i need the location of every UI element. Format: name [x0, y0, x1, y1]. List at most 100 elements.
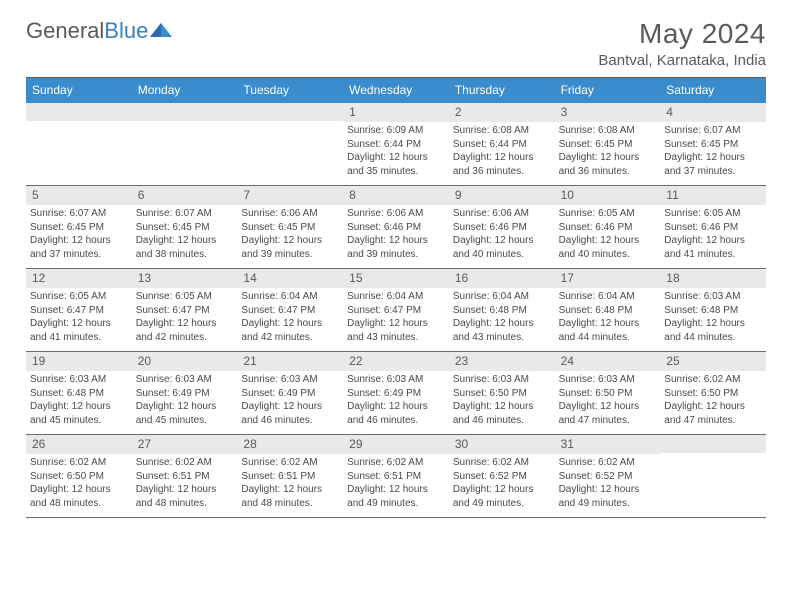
logo-triangle-icon	[150, 23, 172, 39]
sunset-text: Sunset: 6:50 PM	[664, 387, 762, 401]
logo-word1: General	[26, 18, 104, 43]
calendar-cell: 5Sunrise: 6:07 AMSunset: 6:45 PMDaylight…	[26, 186, 132, 268]
sunrise-text: Sunrise: 6:03 AM	[664, 290, 762, 304]
calendar-week: 12Sunrise: 6:05 AMSunset: 6:47 PMDayligh…	[26, 269, 766, 352]
sunrise-text: Sunrise: 6:05 AM	[136, 290, 234, 304]
day-number: 10	[555, 186, 661, 205]
day-header: Monday	[132, 78, 238, 103]
daylight-text: Daylight: 12 hours and 47 minutes.	[664, 400, 762, 427]
daylight-text: Daylight: 12 hours and 41 minutes.	[664, 234, 762, 261]
day-info: Sunrise: 6:08 AMSunset: 6:45 PMDaylight:…	[559, 124, 657, 178]
daylight-text: Daylight: 12 hours and 47 minutes.	[559, 400, 657, 427]
day-info: Sunrise: 6:03 AMSunset: 6:48 PMDaylight:…	[30, 373, 128, 427]
calendar-cell: 8Sunrise: 6:06 AMSunset: 6:46 PMDaylight…	[343, 186, 449, 268]
daylight-text: Daylight: 12 hours and 44 minutes.	[664, 317, 762, 344]
day-number: 20	[132, 352, 238, 371]
day-info: Sunrise: 6:05 AMSunset: 6:47 PMDaylight:…	[30, 290, 128, 344]
daylight-text: Daylight: 12 hours and 49 minutes.	[453, 483, 551, 510]
sunrise-text: Sunrise: 6:03 AM	[30, 373, 128, 387]
sunset-text: Sunset: 6:45 PM	[136, 221, 234, 235]
calendar-cell	[132, 103, 238, 185]
sunset-text: Sunset: 6:48 PM	[453, 304, 551, 318]
day-number: 24	[555, 352, 661, 371]
day-info: Sunrise: 6:03 AMSunset: 6:50 PMDaylight:…	[453, 373, 551, 427]
calendar-cell: 29Sunrise: 6:02 AMSunset: 6:51 PMDayligh…	[343, 435, 449, 517]
sunrise-text: Sunrise: 6:06 AM	[347, 207, 445, 221]
daylight-text: Daylight: 12 hours and 46 minutes.	[453, 400, 551, 427]
daylight-text: Daylight: 12 hours and 35 minutes.	[347, 151, 445, 178]
sunrise-text: Sunrise: 6:03 AM	[241, 373, 339, 387]
day-info: Sunrise: 6:03 AMSunset: 6:49 PMDaylight:…	[136, 373, 234, 427]
calendar-cell: 13Sunrise: 6:05 AMSunset: 6:47 PMDayligh…	[132, 269, 238, 351]
sunset-text: Sunset: 6:51 PM	[241, 470, 339, 484]
sunrise-text: Sunrise: 6:02 AM	[559, 456, 657, 470]
location-label: Bantval, Karnataka, India	[598, 52, 766, 69]
calendar-week: 26Sunrise: 6:02 AMSunset: 6:50 PMDayligh…	[26, 435, 766, 518]
sunrise-text: Sunrise: 6:02 AM	[453, 456, 551, 470]
day-info: Sunrise: 6:08 AMSunset: 6:44 PMDaylight:…	[453, 124, 551, 178]
day-number: 7	[237, 186, 343, 205]
day-info: Sunrise: 6:03 AMSunset: 6:49 PMDaylight:…	[241, 373, 339, 427]
logo: GeneralBlue	[26, 18, 172, 44]
day-number: 15	[343, 269, 449, 288]
sunrise-text: Sunrise: 6:08 AM	[453, 124, 551, 138]
sunrise-text: Sunrise: 6:05 AM	[30, 290, 128, 304]
sunset-text: Sunset: 6:50 PM	[559, 387, 657, 401]
calendar-cell: 10Sunrise: 6:05 AMSunset: 6:46 PMDayligh…	[555, 186, 661, 268]
daylight-text: Daylight: 12 hours and 43 minutes.	[453, 317, 551, 344]
day-number: 17	[555, 269, 661, 288]
sunset-text: Sunset: 6:49 PM	[136, 387, 234, 401]
day-number: 8	[343, 186, 449, 205]
sunset-text: Sunset: 6:49 PM	[241, 387, 339, 401]
calendar-cell: 14Sunrise: 6:04 AMSunset: 6:47 PMDayligh…	[237, 269, 343, 351]
day-info: Sunrise: 6:02 AMSunset: 6:50 PMDaylight:…	[664, 373, 762, 427]
logo-word2: Blue	[104, 18, 148, 43]
sunrise-text: Sunrise: 6:09 AM	[347, 124, 445, 138]
sunset-text: Sunset: 6:48 PM	[30, 387, 128, 401]
calendar-cell: 9Sunrise: 6:06 AMSunset: 6:46 PMDaylight…	[449, 186, 555, 268]
daylight-text: Daylight: 12 hours and 39 minutes.	[241, 234, 339, 261]
sunset-text: Sunset: 6:52 PM	[453, 470, 551, 484]
sunset-text: Sunset: 6:50 PM	[453, 387, 551, 401]
daylight-text: Daylight: 12 hours and 43 minutes.	[347, 317, 445, 344]
day-header: Saturday	[660, 78, 766, 103]
sunrise-text: Sunrise: 6:03 AM	[136, 373, 234, 387]
calendar-week: 1Sunrise: 6:09 AMSunset: 6:44 PMDaylight…	[26, 103, 766, 186]
day-info: Sunrise: 6:07 AMSunset: 6:45 PMDaylight:…	[664, 124, 762, 178]
day-number: 22	[343, 352, 449, 371]
sunset-text: Sunset: 6:47 PM	[241, 304, 339, 318]
sunset-text: Sunset: 6:46 PM	[664, 221, 762, 235]
sunset-text: Sunset: 6:46 PM	[347, 221, 445, 235]
day-info: Sunrise: 6:02 AMSunset: 6:52 PMDaylight:…	[453, 456, 551, 510]
daylight-text: Daylight: 12 hours and 46 minutes.	[241, 400, 339, 427]
day-number: 19	[26, 352, 132, 371]
day-number: 25	[660, 352, 766, 371]
daylight-text: Daylight: 12 hours and 48 minutes.	[241, 483, 339, 510]
calendar-cell: 3Sunrise: 6:08 AMSunset: 6:45 PMDaylight…	[555, 103, 661, 185]
day-number: 29	[343, 435, 449, 454]
calendar-cell: 21Sunrise: 6:03 AMSunset: 6:49 PMDayligh…	[237, 352, 343, 434]
sunrise-text: Sunrise: 6:06 AM	[241, 207, 339, 221]
calendar-cell: 7Sunrise: 6:06 AMSunset: 6:45 PMDaylight…	[237, 186, 343, 268]
sunset-text: Sunset: 6:46 PM	[559, 221, 657, 235]
sunset-text: Sunset: 6:52 PM	[559, 470, 657, 484]
day-number	[132, 103, 238, 121]
day-number: 5	[26, 186, 132, 205]
daylight-text: Daylight: 12 hours and 41 minutes.	[30, 317, 128, 344]
day-info: Sunrise: 6:03 AMSunset: 6:48 PMDaylight:…	[664, 290, 762, 344]
daylight-text: Daylight: 12 hours and 36 minutes.	[559, 151, 657, 178]
day-header: Sunday	[26, 78, 132, 103]
sunrise-text: Sunrise: 6:07 AM	[664, 124, 762, 138]
title-block: May 2024 Bantval, Karnataka, India	[598, 18, 766, 69]
sunrise-text: Sunrise: 6:02 AM	[136, 456, 234, 470]
day-info: Sunrise: 6:04 AMSunset: 6:48 PMDaylight:…	[453, 290, 551, 344]
day-info: Sunrise: 6:05 AMSunset: 6:46 PMDaylight:…	[664, 207, 762, 261]
calendar-cell: 28Sunrise: 6:02 AMSunset: 6:51 PMDayligh…	[237, 435, 343, 517]
sunset-text: Sunset: 6:51 PM	[347, 470, 445, 484]
daylight-text: Daylight: 12 hours and 40 minutes.	[453, 234, 551, 261]
daylight-text: Daylight: 12 hours and 42 minutes.	[136, 317, 234, 344]
day-number: 31	[555, 435, 661, 454]
day-info: Sunrise: 6:02 AMSunset: 6:51 PMDaylight:…	[136, 456, 234, 510]
day-number	[26, 103, 132, 121]
day-number: 4	[660, 103, 766, 122]
